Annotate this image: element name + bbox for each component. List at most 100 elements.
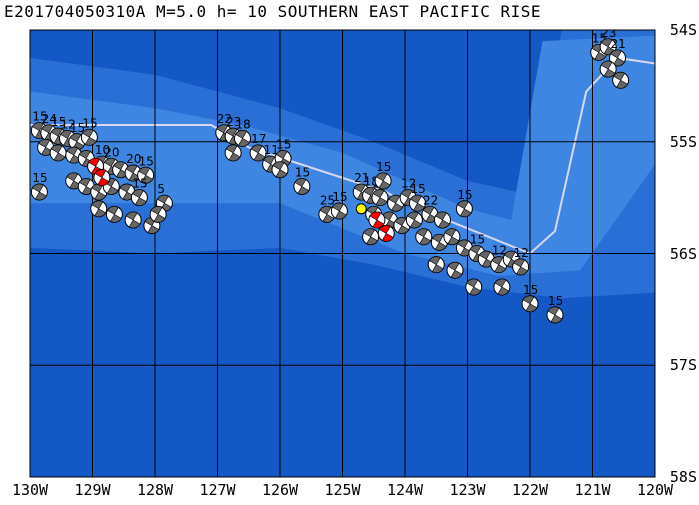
beachball-compressional-quadrant bbox=[275, 169, 288, 178]
beachball-compressional-quadrant bbox=[410, 194, 422, 204]
beachball-compressional-quadrant bbox=[50, 127, 63, 137]
beachball-compressional-quadrant bbox=[84, 136, 97, 146]
focal-mechanism bbox=[330, 202, 348, 220]
beachball-compressional-quadrant bbox=[106, 186, 119, 195]
depth-label: 10 bbox=[95, 143, 110, 157]
beachball-compressional-quadrant bbox=[594, 51, 607, 61]
beachball-compressional-quadrant bbox=[447, 261, 460, 271]
beachball-compressional-quadrant bbox=[610, 49, 622, 59]
focal-mechanism bbox=[293, 177, 311, 195]
beachball-compressional-quadrant bbox=[366, 206, 379, 215]
beachball-compressional-quadrant bbox=[378, 180, 391, 190]
latitude-label: 56S bbox=[669, 244, 697, 263]
beachball-compressional-quadrant bbox=[419, 236, 432, 246]
highlighted-focal-mechanism bbox=[93, 169, 111, 187]
beachball-compressional-quadrant bbox=[503, 250, 516, 260]
focal-mechanism bbox=[49, 144, 67, 162]
beachball-compressional-quadrant bbox=[394, 217, 407, 226]
beachball-compressional-quadrant bbox=[294, 178, 307, 187]
beachball-compressional-quadrant bbox=[322, 213, 335, 223]
beachball-compressional-quadrant bbox=[600, 60, 613, 70]
beachball-compressional-quadrant bbox=[431, 264, 444, 273]
beachball-compressional-quadrant bbox=[388, 194, 401, 204]
focal-mechanism bbox=[137, 166, 155, 184]
depth-label: 20 bbox=[104, 145, 119, 159]
focal-mechanism bbox=[430, 233, 448, 251]
depth-label: 22 bbox=[217, 112, 232, 126]
depth-label: 15 bbox=[82, 116, 97, 130]
focal-mechanism bbox=[249, 144, 267, 162]
beachball-compressional-quadrant bbox=[113, 161, 126, 171]
beachball-compressional-quadrant bbox=[125, 164, 138, 174]
beachball-compressional-quadrant bbox=[334, 210, 347, 220]
beachball-compressional-quadrant bbox=[216, 124, 229, 134]
beachball-compressional-quadrant bbox=[550, 314, 563, 324]
focal-mechanism bbox=[546, 306, 564, 324]
highlighted-focal-mechanism bbox=[368, 211, 386, 229]
beachball-compressional-quadrant bbox=[466, 278, 479, 288]
beachball-compressional-quadrant bbox=[250, 144, 263, 154]
focal-mechanism bbox=[465, 278, 483, 296]
beachball-compressional-quadrant bbox=[128, 219, 141, 229]
beachball-compressional-quadrant bbox=[413, 202, 425, 212]
beachball-compressional-quadrant bbox=[603, 68, 616, 78]
beachball-compressional-quadrant bbox=[138, 166, 151, 176]
focal-mechanism bbox=[118, 183, 136, 201]
depth-label: 15 bbox=[332, 190, 347, 204]
beachball-compressional-quadrant bbox=[272, 161, 285, 171]
beachball-compressional-quadrant bbox=[32, 183, 44, 193]
beachball-compressional-quadrant bbox=[447, 236, 460, 246]
beachball-compressional-quadrant bbox=[94, 208, 107, 218]
beachball-compressional-quadrant bbox=[491, 256, 504, 266]
latitude-label: 55S bbox=[669, 132, 697, 151]
longitude-label: 121W bbox=[574, 481, 611, 499]
beachball-compressional-quadrant bbox=[263, 155, 276, 165]
beachball-compressional-quadrant bbox=[253, 152, 266, 162]
beachball-compressional-quadrant bbox=[363, 187, 376, 196]
depth-label: 15 bbox=[51, 115, 66, 129]
depth-label: 21 bbox=[354, 171, 369, 185]
beachball-compressional-quadrant bbox=[375, 197, 388, 206]
beachball-compressional-quadrant bbox=[319, 206, 332, 215]
beachball-compressional-quadrant bbox=[147, 225, 160, 234]
depth-label: 12 bbox=[401, 177, 416, 191]
beachball-compressional-quadrant bbox=[613, 71, 626, 81]
depth-label: 20 bbox=[126, 152, 141, 166]
beachball-compressional-quadrant bbox=[153, 213, 166, 223]
depth-label: 15 bbox=[295, 165, 310, 179]
focal-mechanism bbox=[521, 295, 539, 313]
depth-label: 17 bbox=[251, 132, 266, 146]
beachball-compressional-quadrant bbox=[225, 127, 238, 137]
depth-label: 15 bbox=[470, 233, 485, 247]
beachball-compressional-quadrant bbox=[107, 206, 119, 215]
longitude-label: 120W bbox=[636, 481, 674, 499]
depth-label: 18 bbox=[236, 117, 251, 131]
longitude-label: 130W bbox=[11, 481, 49, 499]
focal-mechanism bbox=[124, 164, 142, 182]
beachball-compressional-quadrant bbox=[53, 152, 66, 162]
latitude-label: 54S bbox=[669, 21, 697, 39]
beachball-compressional-quadrant bbox=[494, 278, 507, 288]
beachball-compressional-quadrant bbox=[353, 183, 366, 193]
beachball-compressional-quadrant bbox=[497, 286, 510, 296]
beachball-compressional-quadrant bbox=[391, 202, 403, 212]
focal-mechanism bbox=[446, 261, 464, 279]
beachball-compressional-quadrant bbox=[372, 219, 385, 229]
beachball-compressional-quadrant bbox=[434, 241, 447, 251]
focal-mechanism bbox=[612, 71, 630, 89]
beachball-compressional-quadrant bbox=[525, 303, 538, 313]
beachball-compressional-quadrant bbox=[400, 189, 413, 199]
beachball-compressional-quadrant bbox=[428, 256, 441, 266]
beachball-compressional-quadrant bbox=[91, 200, 104, 210]
focal-mechanism bbox=[455, 239, 473, 257]
beachball-compressional-quadrant bbox=[38, 139, 51, 148]
focal-mechanism bbox=[30, 183, 48, 201]
beachball-compressional-quadrant bbox=[516, 266, 528, 276]
focal-mechanism bbox=[124, 211, 142, 229]
beachball-compressional-quadrant bbox=[366, 236, 378, 246]
beachball-compressional-quadrant bbox=[94, 169, 107, 178]
focal-mechanism bbox=[493, 278, 511, 296]
beachball-compressional-quadrant bbox=[469, 286, 482, 296]
beachball-compressional-quadrant bbox=[494, 264, 507, 273]
